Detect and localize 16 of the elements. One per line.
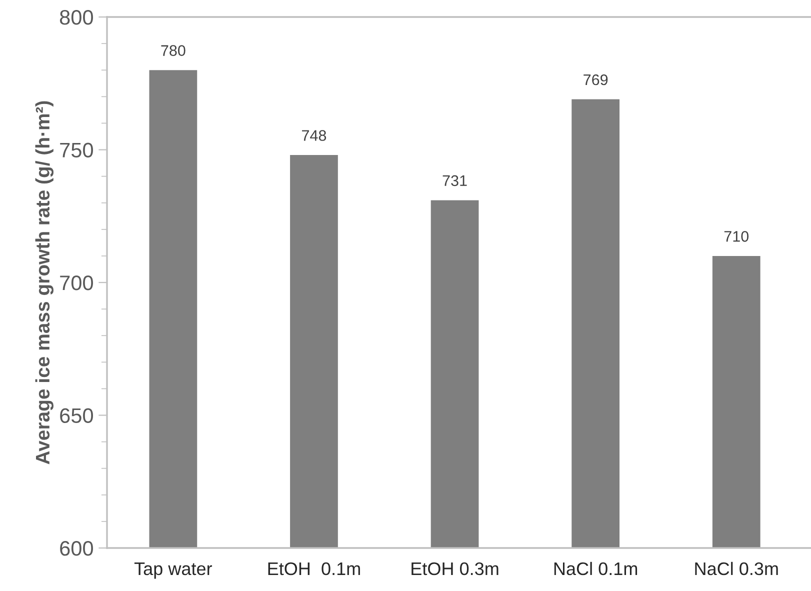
y-axis-title: Average ice mass growth rate (g/ (h·m²) [35, 101, 54, 464]
y-tick-label: 700 [60, 276, 93, 290]
x-tick-label: EtOH 0.3m [412, 562, 498, 576]
x-tick-label: EtOH 0.1m [268, 562, 360, 576]
data-label: 731 [442, 175, 467, 186]
data-label: 748 [302, 130, 326, 141]
y-tick-label: 800 [60, 10, 93, 25]
y-tick-label: 600 [60, 541, 93, 556]
data-label: 710 [724, 231, 749, 242]
y-tick-label: 650 [60, 408, 93, 424]
x-tick-label: NaCl 0.3m [695, 562, 778, 576]
x-tick-label: Tap water [134, 562, 212, 579]
x-tick-label: NaCl 0.1m [554, 562, 638, 576]
data-label: 780 [161, 45, 186, 56]
y-tick-label: 750 [60, 142, 93, 158]
data-label: 769 [584, 74, 608, 86]
